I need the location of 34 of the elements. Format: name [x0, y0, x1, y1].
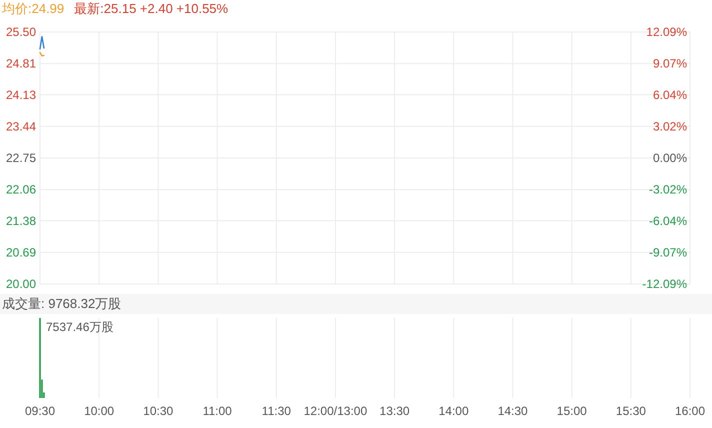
x-tick-label: 15:30 [616, 404, 646, 418]
x-tick-label: 16:00 [674, 404, 706, 418]
y-tick-label: 20.00 [6, 277, 36, 291]
y2-tick-label: 3.02% [652, 120, 688, 134]
y2-tick-label: -3.02% [648, 182, 688, 196]
x-tick-label: 09:30 [24, 404, 56, 418]
x-tick-label: 11:00 [202, 404, 232, 418]
x-tick-label: 10:00 [84, 404, 114, 418]
y2-tick-label: -9.07% [648, 246, 688, 260]
x-tick-label: 12:00/13:00 [304, 404, 368, 418]
y-tick-label: 21.38 [6, 214, 36, 228]
y-tick-label: 22.06 [6, 182, 36, 197]
y2-tick-label: 9.07% [652, 56, 688, 70]
annotations: 7537.46万股 [46, 320, 114, 334]
y-tick-label: 20.69 [6, 245, 36, 260]
title: 成交量: 9768.32万股 [2, 296, 122, 311]
x-tick-label: 14:30 [498, 404, 528, 418]
y2-tick-label: -12.09% [642, 277, 688, 291]
x-tick-label: 13:30 [380, 404, 410, 418]
y2-tick-label: -6.04% [648, 214, 688, 228]
x-tick-label: 14:00 [438, 404, 469, 418]
y-tick-label: 24.81 [6, 56, 36, 71]
y-tick-label: 25.50 [6, 25, 36, 39]
x-tick-label: 11:30 [262, 404, 292, 418]
y2-tick-label: 6.04% [652, 88, 688, 102]
y-tick-label: 23.44 [6, 119, 36, 134]
x-tick-label: 10:30 [143, 404, 174, 418]
y-tick-label: 24.13 [6, 88, 36, 102]
y2-tick-label: 12.09% [646, 25, 688, 39]
y2-tick-label: 0.00% [652, 151, 688, 165]
legend: 均价:24.99 [2, 1, 64, 16]
y-tick-label: 22.75 [6, 151, 36, 165]
x-tick-label: 15:00 [556, 404, 588, 418]
annotations: 最新:25.15 +2.40 +10.55% [74, 1, 228, 16]
